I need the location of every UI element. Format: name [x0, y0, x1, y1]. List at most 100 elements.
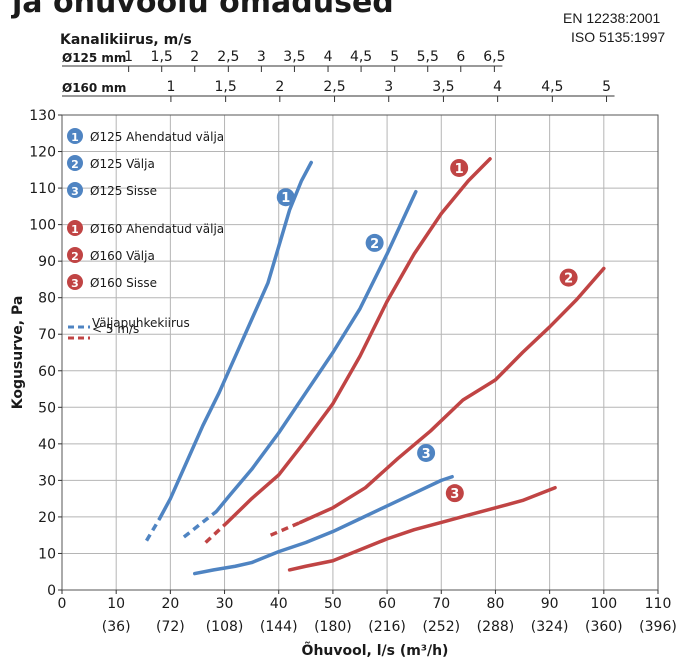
- x-axis-label: Õhuvool, l/s (m³/h): [302, 641, 449, 659]
- series-marker-number: 1: [455, 162, 464, 177]
- x-tick-label: 20: [161, 596, 179, 612]
- series-marker: [450, 158, 469, 177]
- velocity-tick-label: 4: [324, 49, 333, 65]
- velocity-tick-label: 2,5: [323, 79, 345, 95]
- velocity-tick-label: 5,5: [417, 49, 439, 65]
- series-dashed-segment: [269, 520, 302, 537]
- y-tick-label: 90: [38, 254, 56, 270]
- series-marker-number: 3: [422, 447, 431, 462]
- x-tick-sublabel: (72): [156, 619, 185, 635]
- y-axis-label: Kogusurve, Pa: [10, 296, 26, 410]
- y-tick-label: 120: [29, 145, 56, 161]
- legend-label: < 5 m/s: [92, 322, 139, 336]
- x-tick-sublabel: (252): [422, 619, 460, 635]
- y-tick-label: 70: [38, 327, 56, 343]
- series-line: [192, 474, 454, 576]
- velocity-tick-label: 3,5: [283, 49, 305, 65]
- legend-marker: [67, 274, 83, 290]
- velocity-tick-label: 4: [493, 79, 502, 95]
- y-tick-label: 100: [29, 218, 56, 234]
- velocity-tick-label: 6: [456, 49, 465, 65]
- velocity-tick-label: 1,5: [151, 49, 173, 65]
- legend-marker-number: 3: [71, 277, 79, 290]
- y-tick-label: 30: [38, 473, 56, 489]
- series-marker: [276, 188, 295, 207]
- series-marker-number: 2: [370, 237, 379, 252]
- velocity-tick-label: 5: [390, 49, 399, 65]
- y-tick-label: 60: [38, 364, 56, 380]
- velocity-axis-label: Ø160 mm: [62, 81, 126, 95]
- velocity-tick-label: 4,5: [350, 49, 372, 65]
- velocity-tick-label: 3: [257, 49, 266, 65]
- series-dashed-segment: [182, 510, 218, 539]
- legend-label: Ø125 Ahendatud välja: [90, 130, 224, 144]
- velocity-tick-label: 1,5: [214, 79, 236, 95]
- legend-marker-number: 1: [71, 223, 79, 236]
- plot-frame: [61, 114, 659, 591]
- legend-marker: [67, 247, 83, 263]
- velocity-axis-label: Ø125 mm: [62, 51, 126, 65]
- series-line: [298, 266, 606, 525]
- x-tick-label: 50: [324, 596, 342, 612]
- velocity-tick-label: 3,5: [432, 79, 454, 95]
- velocity-tick-label: 1: [124, 49, 133, 65]
- x-tick-label: 70: [432, 596, 450, 612]
- y-tick-label: 130: [29, 108, 56, 124]
- x-tick-sublabel: (360): [585, 619, 623, 635]
- x-tick-label: 10: [107, 596, 125, 612]
- standard-iso: ISO 5135:1997: [571, 29, 666, 45]
- y-tick-label: 40: [38, 437, 56, 453]
- y-tick-label: 80: [38, 291, 56, 307]
- legend-marker-number: 2: [71, 250, 79, 263]
- legend-marker: [67, 220, 83, 236]
- series-dashed-segment: [145, 517, 162, 542]
- x-tick-label: 80: [487, 596, 505, 612]
- y-tick-label: 20: [38, 510, 56, 526]
- legend-label: Ø160 Ahendatud välja: [90, 222, 224, 236]
- legend-label: Ø160 Sisse: [90, 276, 157, 290]
- x-tick-sublabel: (108): [206, 619, 244, 635]
- series-marker: [445, 484, 464, 503]
- standard-en: EN 12238:2001: [563, 10, 661, 26]
- legend-label: Ø160 Välja: [90, 249, 155, 263]
- x-tick-label: 30: [216, 596, 234, 612]
- series-marker-number: 3: [450, 487, 459, 502]
- series-line: [225, 157, 492, 525]
- x-tick-sublabel: (36): [102, 619, 131, 635]
- x-tick-label: 90: [541, 596, 559, 612]
- x-tick-label: 110: [645, 596, 672, 612]
- legend-marker-number: 2: [71, 158, 79, 171]
- legend-label: Ø125 Sisse: [90, 184, 157, 198]
- x-tick-sublabel: (144): [260, 619, 298, 635]
- velocity-tick-label: 2,5: [217, 49, 239, 65]
- velocity-tick-label: 1: [166, 79, 175, 95]
- velocity-tick-label: 2: [190, 49, 199, 65]
- x-tick-sublabel: (180): [314, 619, 352, 635]
- y-tick-label: 50: [38, 400, 56, 416]
- x-tick-sublabel: (288): [477, 619, 515, 635]
- series-line: [287, 485, 557, 572]
- series-marker: [559, 268, 578, 287]
- legend-marker: [67, 182, 83, 198]
- legend-marker: [67, 155, 83, 171]
- x-tick-label: 0: [58, 596, 67, 612]
- x-tick-label: 100: [590, 596, 617, 612]
- series-line: [157, 160, 313, 521]
- legend-label: Ø125 Välja: [90, 157, 155, 171]
- velocity-tick-label: 6,5: [483, 49, 505, 65]
- x-tick-sublabel: (324): [531, 619, 569, 635]
- series-marker-number: 2: [564, 272, 573, 287]
- x-tick-sublabel: (396): [639, 619, 677, 635]
- x-tick-label: 40: [270, 596, 288, 612]
- velocity-tick-label: 4,5: [541, 79, 563, 95]
- legend-marker-number: 1: [71, 131, 79, 144]
- x-tick-label: 60: [378, 596, 396, 612]
- velocity-tick-label: 5: [602, 79, 611, 95]
- top-axis-title: Kanalikiirus, m/s: [60, 32, 192, 48]
- series-dashed-segment: [204, 521, 229, 544]
- x-tick-sublabel: (216): [368, 619, 406, 635]
- velocity-tick-label: 2: [275, 79, 284, 95]
- y-tick-label: 10: [38, 546, 56, 562]
